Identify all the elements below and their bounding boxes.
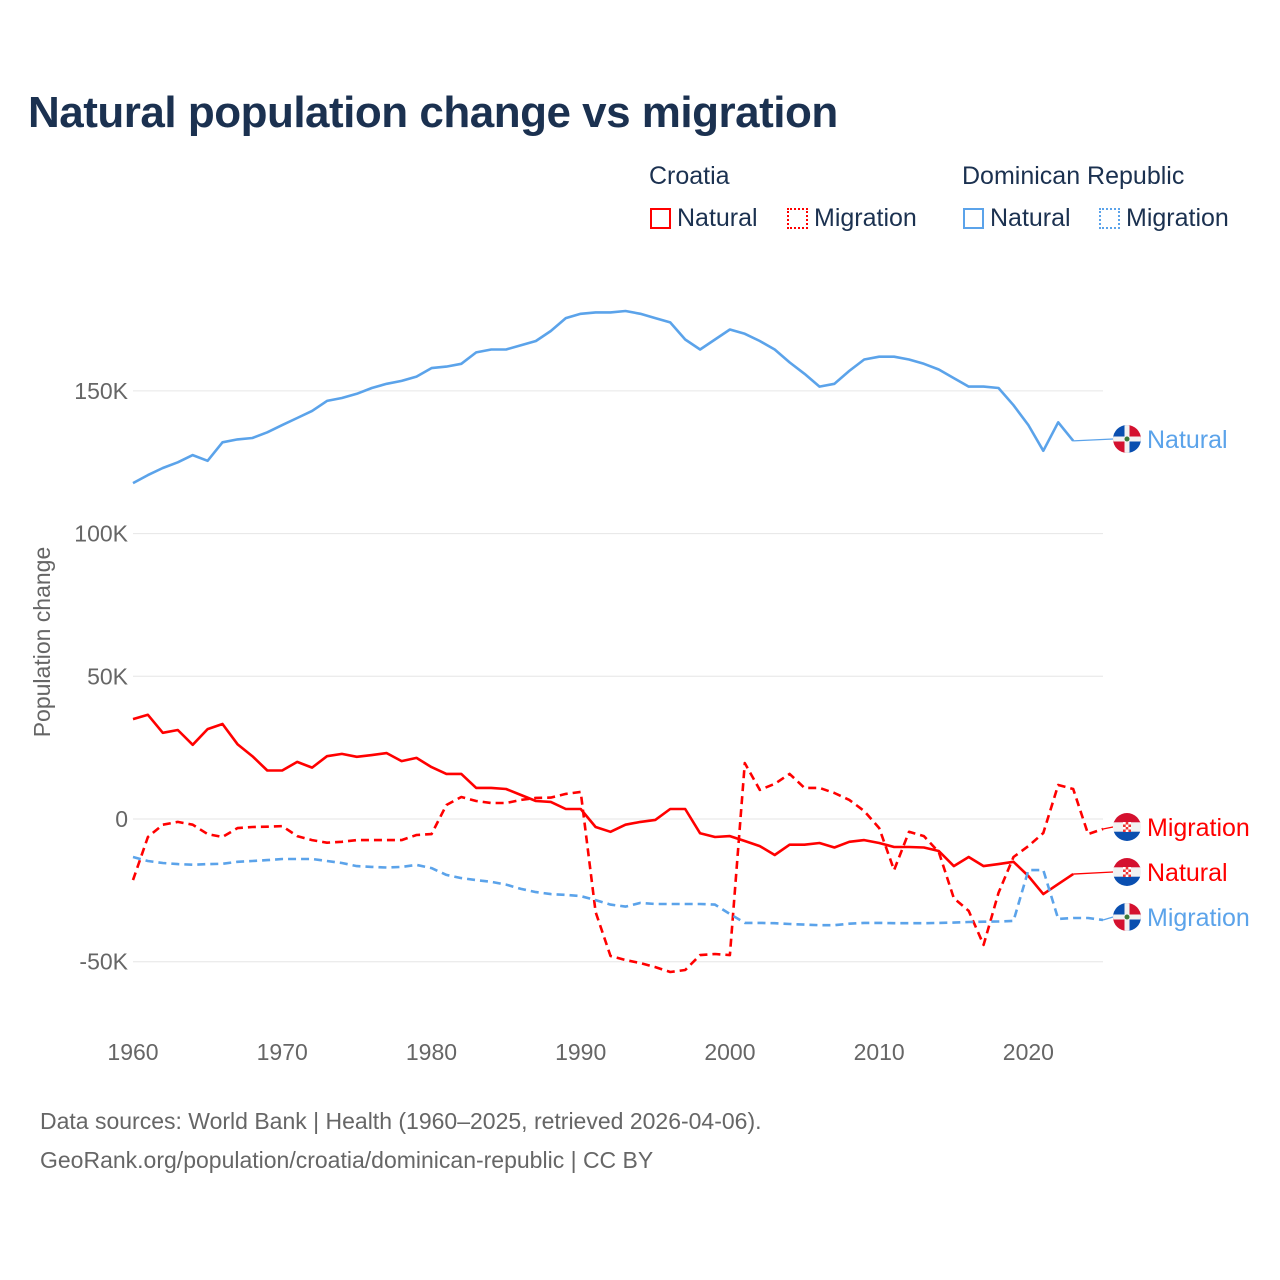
series-line-croatia-natural — [132, 713, 1074, 896]
x-tick-label: 1980 — [406, 1039, 457, 1065]
x-tick-label: 2010 — [854, 1039, 905, 1065]
end-label-connector — [1102, 916, 1114, 921]
legend-group-croatia: Croatia — [649, 162, 730, 190]
legend-croatia-natural[interactable]: Natural — [650, 204, 758, 233]
legend-group-dominican-republic: Dominican Republic — [962, 162, 1185, 190]
series-line-dominican-republic-migration — [132, 855, 1104, 927]
end-label: Natural — [1147, 859, 1228, 887]
end-label-connector — [1102, 826, 1114, 830]
solid-swatch-icon — [650, 208, 671, 229]
line-chart: -50K 0 50K 100K 150K 1960 1970 1980 1990 2000 2010… — [29, 309, 1250, 1065]
legend-dr-natural[interactable]: Natural — [963, 204, 1071, 233]
y-tick-label: 100K — [74, 521, 128, 547]
end-label: Migration — [1147, 904, 1250, 932]
x-tick-label: 1970 — [257, 1039, 308, 1065]
footer-sources: Data sources: World Bank | Health (1960–… — [40, 1108, 762, 1134]
x-tick-label: 2000 — [704, 1039, 755, 1065]
y-tick-label: 50K — [87, 663, 129, 689]
solid-swatch-icon — [963, 208, 984, 229]
x-tick-label: 2020 — [1003, 1039, 1054, 1065]
dotted-swatch-icon — [1099, 208, 1120, 229]
croatia-flag-icon — [1113, 813, 1141, 842]
end-label-connector — [1073, 871, 1114, 875]
legend-label: Natural — [677, 204, 758, 232]
chart-title: Natural population change vs migration — [28, 88, 838, 137]
legend-label: Migration — [1126, 204, 1229, 232]
y-tick-label: -50K — [79, 949, 128, 975]
x-tick-label: 1990 — [555, 1039, 606, 1065]
end-label: Migration — [1147, 814, 1250, 842]
dotted-swatch-icon — [787, 208, 808, 229]
y-axis-label: Population change — [29, 547, 55, 738]
legend-label: Migration — [814, 204, 917, 232]
series-line-dominican-republic-natural — [132, 309, 1075, 485]
footer-url[interactable]: GeoRank.org/population/croatia/dominican… — [40, 1147, 654, 1173]
dominican-republic-flag-icon — [1113, 425, 1141, 453]
legend-croatia-migration[interactable]: Migration — [787, 204, 917, 233]
croatia-flag-icon — [1113, 858, 1141, 887]
series-line-croatia-migration — [131, 761, 1104, 974]
legend-label: Natural — [990, 204, 1071, 232]
legend-dr-migration[interactable]: Migration — [1099, 204, 1229, 233]
dominican-republic-flag-icon — [1113, 903, 1141, 931]
y-tick-label: 0 — [115, 806, 128, 832]
end-label: Natural — [1147, 426, 1228, 454]
y-tick-label: 150K — [74, 378, 128, 404]
x-tick-label: 1960 — [107, 1039, 158, 1065]
end-label-connector — [1073, 438, 1114, 442]
